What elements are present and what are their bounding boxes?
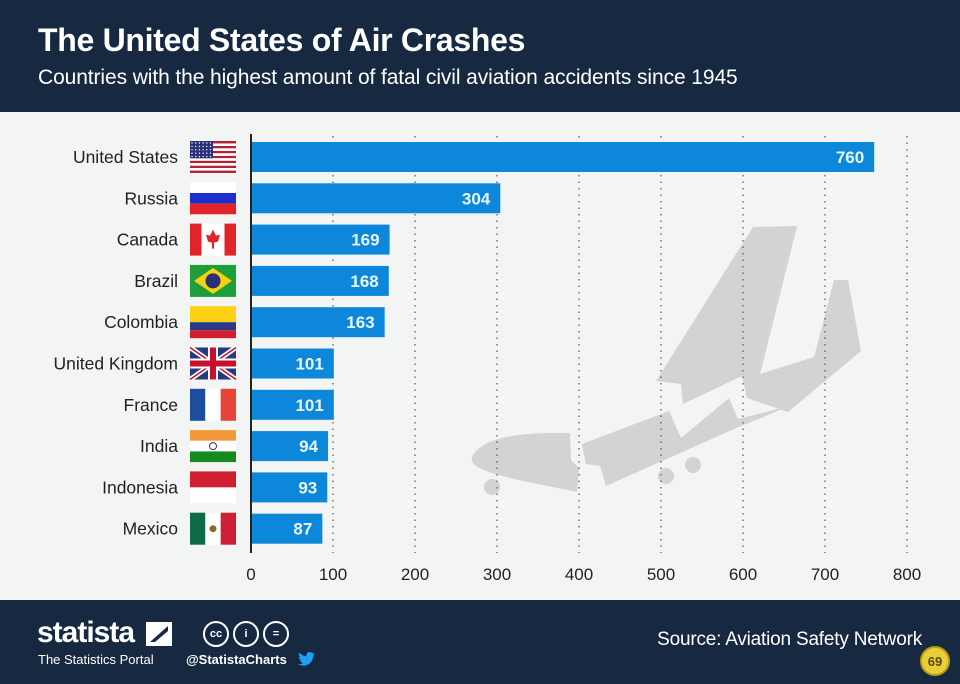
gridlines	[332, 136, 908, 553]
flag-ru-icon	[190, 182, 236, 215]
category-label: Indonesia	[102, 477, 178, 497]
flag-id-icon	[190, 471, 236, 504]
bar	[251, 224, 390, 255]
creative-commons-icon: cc	[203, 621, 229, 647]
bar-value-label: 169	[351, 231, 379, 250]
bar	[251, 513, 323, 544]
bar-value-label: 760	[836, 148, 864, 167]
bar-value-label: 93	[298, 478, 317, 497]
corner-badge-icon: 69	[920, 646, 950, 676]
flags	[188, 141, 238, 545]
plane-wheel	[484, 479, 500, 495]
bar-value-label: 94	[299, 437, 318, 456]
chart-title: The United States of Air Crashes	[38, 22, 526, 58]
bar-value-label: 168	[350, 272, 378, 291]
bar	[251, 348, 334, 379]
plane-wheel	[685, 457, 701, 473]
plot-area: 760 304 169 168 163 101 101 94 93 87 United State…	[0, 112, 960, 600]
bar-value-label: 304	[462, 189, 491, 208]
x-tick-label: 300	[483, 565, 511, 584]
bar-chart: 760 304 169 168 163 101 101 94 93 87 United State…	[53, 134, 921, 584]
flag-ca-icon	[190, 223, 236, 256]
bars: 760 304 169 168 163 101 101 94 93 87	[251, 142, 875, 544]
bar	[251, 431, 329, 462]
flag-in-icon	[190, 430, 236, 463]
category-labels: United States Russia Canada Brazil Colombia U…	[53, 147, 178, 539]
x-tick-label: 200	[401, 565, 429, 584]
x-tick-label: 500	[647, 565, 675, 584]
chart-subtitle: Countries with the highest amount of fat…	[38, 66, 738, 89]
x-tick-label: 600	[729, 565, 757, 584]
x-tick-label: 700	[811, 565, 839, 584]
bar	[251, 183, 501, 214]
attribution-icon: i	[233, 621, 259, 647]
footer: statista The Statistics Portal cc i = @S…	[0, 600, 960, 684]
category-label: United Kingdom	[53, 354, 178, 374]
plane-part-1	[582, 398, 789, 486]
category-label: Canada	[117, 230, 179, 250]
twitter-icon	[298, 652, 315, 666]
flag-fr-icon	[190, 388, 236, 421]
plane-wheel	[658, 468, 674, 484]
bar	[251, 389, 334, 420]
crashed-plane-illustration	[449, 226, 861, 495]
category-label: Brazil	[134, 271, 178, 291]
source-note: Source: Aviation Safety Network	[657, 629, 922, 650]
flag-mx-icon	[190, 512, 236, 545]
x-tick-label: 100	[319, 565, 347, 584]
tagline: The Statistics Portal	[38, 652, 154, 667]
bar	[251, 142, 875, 172]
license-icons: cc i =	[203, 621, 289, 647]
x-tick-label: 0	[246, 565, 255, 584]
flag-co-icon	[190, 306, 236, 339]
category-label: Russia	[125, 188, 179, 208]
bar-value-label: 101	[295, 396, 323, 415]
x-tick-label: 800	[893, 565, 921, 584]
bar-value-label: 163	[346, 313, 374, 332]
bar	[251, 265, 389, 296]
bar	[251, 307, 385, 338]
statista-logo-icon	[146, 622, 172, 646]
flag-gb-icon	[188, 345, 238, 382]
category-label: Colombia	[104, 312, 178, 332]
bar	[251, 472, 328, 503]
twitter-handle[interactable]: @StatistaCharts	[186, 652, 287, 667]
bar-value-label: 87	[293, 520, 312, 539]
category-label: India	[140, 436, 178, 456]
statista-logo[interactable]: statista	[37, 616, 135, 649]
x-tick-label: 400	[565, 565, 593, 584]
flag-br-icon	[190, 264, 236, 297]
category-label: Mexico	[123, 519, 178, 539]
no-derivatives-icon: =	[263, 621, 289, 647]
x-axis-ticks: 0 100 200 300 400 500 600 700 800	[246, 565, 921, 584]
category-label: United States	[73, 147, 178, 167]
plane-window	[449, 328, 485, 344]
plane-part-2	[656, 226, 861, 412]
header: The United States of Air Crashes Countri…	[0, 0, 960, 112]
plane-part-0	[471, 432, 579, 492]
category-label: France	[124, 395, 178, 415]
flag-us-icon	[190, 141, 236, 173]
bar-value-label: 101	[295, 355, 323, 374]
